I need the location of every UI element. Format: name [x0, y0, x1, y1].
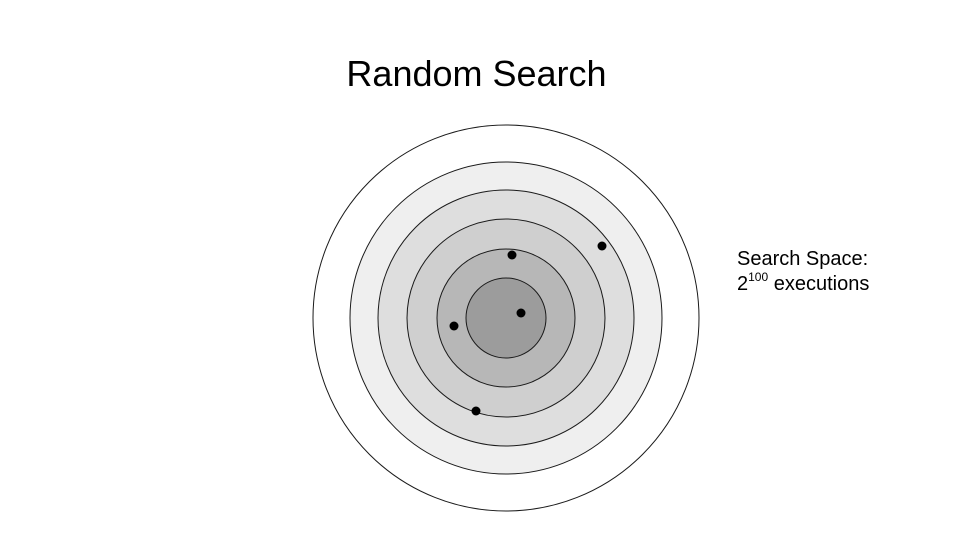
size-base: 2 [737, 273, 749, 295]
slide-title: Random Search [346, 53, 607, 94]
search-space-label: Search Space: [737, 248, 869, 270]
sample-point [449, 321, 459, 331]
concentric-rings [312, 124, 700, 512]
size-exponent: 100 [748, 270, 769, 284]
sample-points [449, 241, 607, 416]
size-unit: executions [773, 273, 870, 295]
sample-point [471, 406, 481, 416]
sample-point [507, 250, 517, 260]
search-space-caption: Search Space: 2100 executions [737, 247, 869, 297]
sample-point [516, 308, 526, 318]
ring-6 [465, 277, 547, 359]
sample-point [597, 241, 607, 251]
search-space-size: 2100 executions [737, 270, 870, 297]
